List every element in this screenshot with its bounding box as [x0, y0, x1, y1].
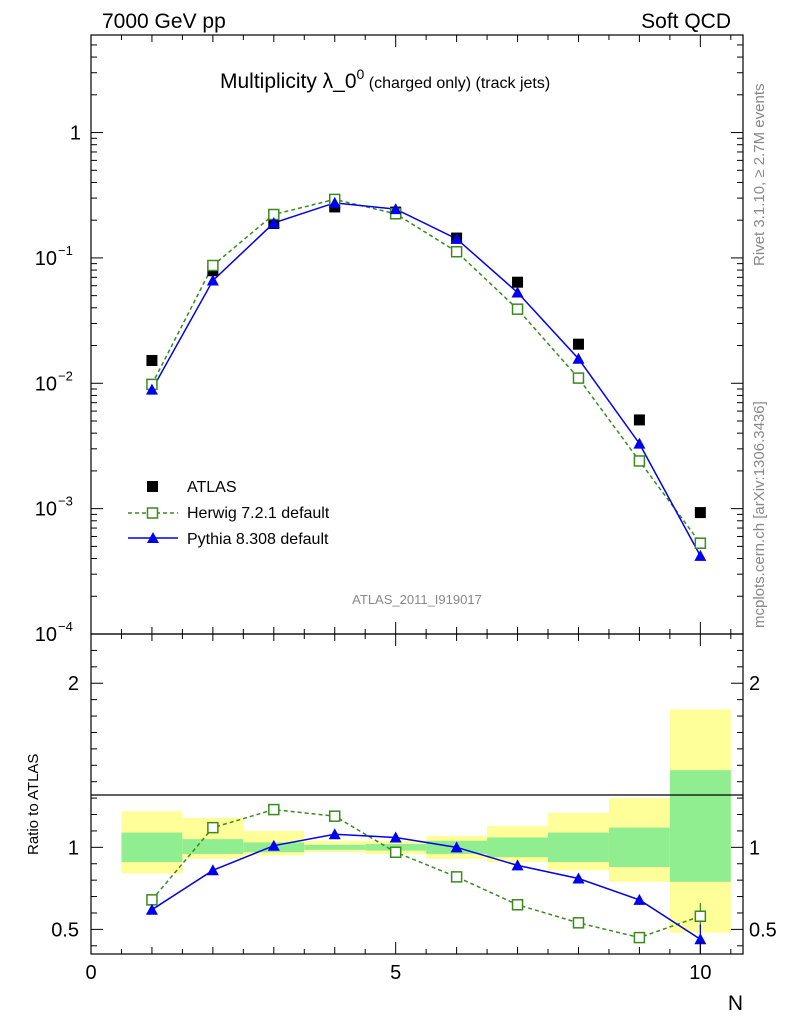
herwig-ratio-point: [511, 899, 524, 911]
herwig-ratio-point: [572, 917, 585, 929]
herwig-ratio-point: [328, 810, 341, 822]
herwig-ratio-point: [694, 910, 707, 923]
x-axis-label: N: [728, 992, 743, 1015]
pythia-ratio-point: [511, 859, 524, 871]
atlas-point: [694, 507, 706, 519]
x-tick-label: 5: [390, 962, 401, 984]
main-axis-ticks: 110−110−210−310−4: [35, 34, 743, 646]
herwig-ratio-point: [633, 931, 646, 944]
legend-herwig-marker: [146, 507, 159, 519]
legend: ATLAS Herwig 7.2.1 default Pythia 8.308 …: [128, 479, 330, 548]
pythia-point: [145, 383, 158, 395]
pythia-point: [328, 196, 341, 208]
pythia-point: [633, 437, 646, 449]
pythia-ratio-point: [450, 841, 463, 853]
ratio-y-label: Ratio to ATLAS: [25, 754, 42, 855]
main-y-tick-exponent: −3: [58, 494, 73, 509]
herwig-point: [450, 245, 463, 258]
pythia-line: [151, 202, 702, 557]
ratio-inner-band: [121, 832, 183, 863]
herwig-point: [572, 372, 585, 384]
ratio-y-tick-label: 0.5: [51, 919, 79, 941]
herwig-point: [511, 303, 524, 315]
ratio-inner-band: [548, 832, 609, 863]
pythia-ratio-point: [328, 828, 341, 840]
legend-herwig-label: Herwig 7.2.1 default: [187, 505, 330, 522]
main-y-tick-label: 10: [35, 373, 57, 395]
ratio-y-tick-label-right: 2: [749, 673, 760, 695]
x-tick-label: 0: [85, 962, 96, 984]
header-right: Soft QCD: [641, 10, 731, 33]
analysis-watermark: ATLAS_2011_I919017: [352, 592, 482, 607]
pythia-ratio-line: [151, 833, 701, 940]
legend-pythia-label: Pythia 8.308 default: [187, 531, 329, 548]
herwig-ratio-point: [389, 846, 402, 859]
ratio-inner-band: [487, 837, 549, 858]
pythia-ratio-point: [267, 839, 280, 851]
main-y-tick-label: 1: [70, 123, 81, 145]
x-tick-label: 10: [689, 962, 711, 984]
pythia-ratio-point: [145, 903, 158, 915]
pythia-point: [511, 286, 524, 298]
ratio-series-layer: [145, 803, 707, 954]
main-title-suffix: (charged only) (track jets): [364, 75, 550, 92]
pythia-point: [267, 216, 280, 228]
main-panel: 110−110−210−310−4 ATLAS_2011_I919017: [35, 34, 744, 646]
pythia-ratio-point: [389, 831, 402, 843]
ratio-frame: [90, 633, 744, 955]
pythia-point: [450, 232, 463, 244]
main-title-text: Multiplicity λ_0: [220, 70, 357, 93]
legend-atlas-marker: [147, 481, 158, 492]
mcplots-label: mcplots.cern.ch [arXiv:1306.3436]: [751, 401, 768, 628]
legend-pythia-marker: [147, 532, 159, 543]
ratio-y-tick-label-right: 1: [749, 837, 760, 859]
atlas-point: [633, 414, 645, 426]
main-y-tick-exponent: −4: [58, 619, 73, 634]
pythia-ratio-point: [206, 864, 219, 876]
herwig-ratio-point: [207, 821, 219, 834]
main-title: Multiplicity λ_00 (charged only) (track …: [220, 66, 550, 93]
atlas-point: [512, 276, 524, 288]
pythia-point: [206, 274, 219, 286]
main-y-tick-label: 10: [35, 499, 57, 521]
ratio-y-tick-label-right: 0.5: [749, 919, 777, 941]
ratio-inner-band: [182, 839, 244, 854]
ratio-y-tick-label: 1: [68, 837, 79, 859]
main-title-superscript: 0: [357, 66, 365, 82]
main-series-layer: [145, 193, 707, 561]
ratio-inner-band: [669, 770, 731, 882]
pythia-point: [694, 549, 707, 561]
pythia-point: [572, 352, 585, 364]
ratio-y-tick-label: 2: [68, 673, 79, 695]
rivet-label: Rivet 3.1.10, ≥ 2.7M events: [751, 84, 768, 267]
herwig-ratio-point: [146, 894, 158, 906]
herwig-ratio-point: [450, 871, 463, 883]
ratio-inner-band: [608, 827, 670, 868]
main-y-tick-exponent: −1: [58, 243, 73, 258]
pythia-ratio-point: [572, 872, 585, 884]
ratio-panel: 2 2 1 1 0.5 0.5 0 5 10 Ratio to ATLAS N: [25, 633, 777, 1015]
herwig-ratio-line: [151, 808, 701, 939]
main-y-tick-exponent: −2: [58, 368, 73, 383]
herwig-point: [207, 259, 219, 272]
atlas-point: [146, 354, 158, 366]
header-left: 7000 GeV pp: [102, 10, 226, 33]
pythia-ratio-point: [694, 933, 707, 945]
ratio-inner-band: [304, 844, 366, 850]
main-y-tick-label: 10: [35, 624, 57, 646]
pythia-ratio-point: [633, 893, 646, 905]
herwig-point: [694, 537, 707, 549]
herwig-point: [633, 455, 646, 467]
herwig-line: [151, 198, 701, 544]
herwig-ratio-point: [268, 803, 280, 816]
pythia-point: [389, 203, 402, 215]
atlas-point: [572, 338, 584, 350]
main-y-tick-label: 10: [35, 248, 57, 270]
ratio-axis-ticks: 2 2 1 1 0.5 0.5 0 5 10: [51, 634, 777, 984]
legend-atlas-label: ATLAS: [187, 479, 237, 496]
